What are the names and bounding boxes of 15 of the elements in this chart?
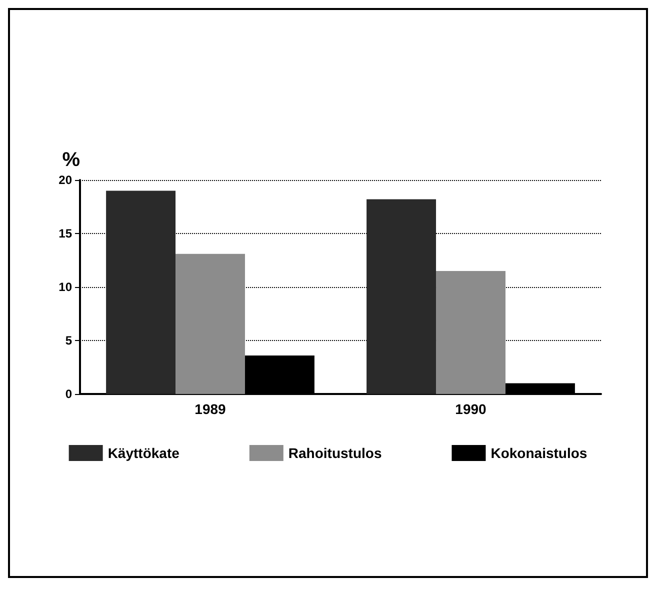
y-axis-title: % xyxy=(62,149,80,171)
bar xyxy=(176,254,245,394)
x-tick-label: 1990 xyxy=(455,401,487,417)
y-tick-label: 0 xyxy=(65,387,72,401)
bar xyxy=(366,199,436,394)
bar xyxy=(106,190,176,394)
legend-label: Kokonaistulos xyxy=(490,445,588,461)
x-tick-label: 1989 xyxy=(194,401,226,417)
legend-label: Rahoitustulos xyxy=(288,445,382,461)
bar xyxy=(436,270,506,394)
y-tick-label: 5 xyxy=(65,334,72,348)
y-tick-label: 20 xyxy=(58,173,72,187)
y-tick-label: 10 xyxy=(58,280,72,294)
y-tick-label: 15 xyxy=(58,226,72,240)
legend-label: Käyttökate xyxy=(108,445,180,461)
